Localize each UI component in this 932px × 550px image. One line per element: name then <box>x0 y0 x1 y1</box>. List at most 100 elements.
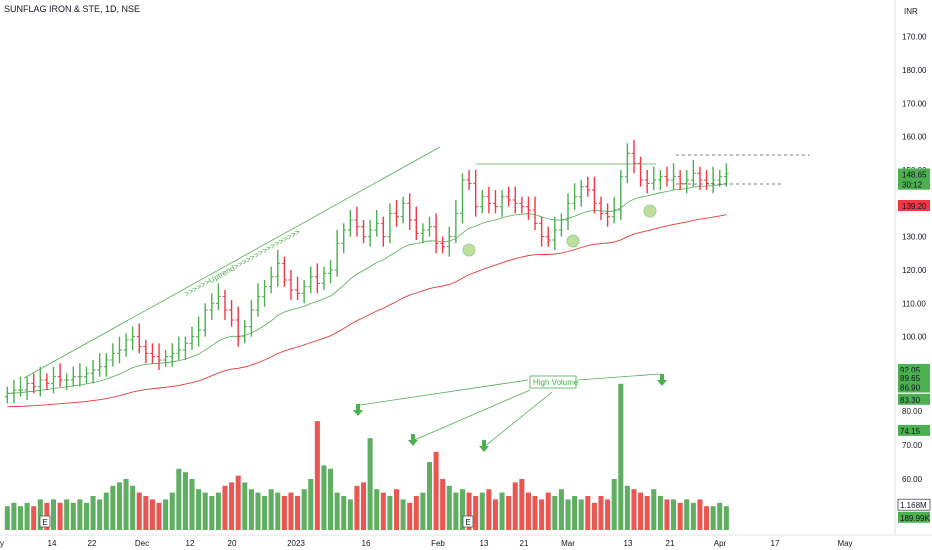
volume-bar <box>202 492 208 530</box>
volume-bar <box>657 496 663 530</box>
volume-bar <box>506 496 512 530</box>
volume-tick-label: 70.00 <box>902 441 923 450</box>
volume-bar <box>235 475 241 530</box>
volume-bar <box>624 485 630 530</box>
volume-spike-arrow-shaft <box>660 374 664 380</box>
volume-bar <box>539 499 545 530</box>
price-tick-label: 170.00 <box>902 99 927 108</box>
volume-bar <box>605 499 611 530</box>
volume-bar <box>196 489 202 530</box>
price-tick-label: 100.00 <box>902 333 927 342</box>
event-marker <box>39 515 51 528</box>
volume-bar <box>90 496 96 530</box>
time-axis-label: 17 <box>771 539 780 548</box>
time-axis-label: Dec <box>135 539 149 548</box>
volume-bar <box>578 499 584 530</box>
time-axis-label: 14 <box>48 539 57 548</box>
price-badge-label: 148.65 <box>902 171 927 180</box>
volume-bar <box>631 489 637 530</box>
time-axis-label: 21 <box>666 539 675 548</box>
volume-bar <box>677 502 683 530</box>
volume-bar <box>268 489 274 530</box>
volume-bar <box>440 479 446 530</box>
volume-bar <box>479 492 485 530</box>
volume-bar <box>163 499 169 530</box>
volume-tick-label: 80.00 <box>902 407 923 416</box>
volume-spike-arrow-head <box>408 440 418 446</box>
volume-bar <box>387 496 393 530</box>
volume-bar <box>572 496 578 530</box>
volume-bar <box>486 489 492 530</box>
time-axis-label: Feb <box>431 539 445 548</box>
event-marker <box>462 515 474 528</box>
volume-bar <box>176 468 182 530</box>
volume-badge <box>898 381 930 393</box>
volume-bar <box>83 502 89 530</box>
volume-badge-label: 189.99K <box>900 514 930 523</box>
volume-bar <box>413 496 419 530</box>
volume-badge-label: 83.30 <box>900 396 921 405</box>
volume-bar <box>209 496 215 530</box>
volume-bar <box>611 479 617 530</box>
volume-bar <box>361 482 367 530</box>
volume-badge <box>898 511 930 523</box>
volume-bar <box>704 506 710 530</box>
volume-bar <box>321 465 327 530</box>
volume-bar <box>182 472 188 530</box>
time-axis-label: 21 <box>520 539 529 548</box>
volume-bar <box>17 506 24 530</box>
volume-bar <box>149 499 155 530</box>
higher-low-marker <box>462 243 476 257</box>
price-tick-label: 180.00 <box>902 66 927 75</box>
volume-bar <box>57 502 63 530</box>
time-axis-label: 13 <box>624 539 633 548</box>
volume-spike-arrow-head <box>479 446 489 452</box>
chart-title: SUNFLAG IRON & STE, 1D, NSE <box>4 4 141 14</box>
volume-bar <box>169 492 175 530</box>
volume-spike-arrow-head <box>353 410 363 416</box>
volume-bar <box>664 499 670 530</box>
volume-bar <box>519 479 525 530</box>
volume-bar <box>24 502 30 530</box>
price-badge <box>898 168 930 180</box>
volume-bar <box>558 489 564 530</box>
volume-bar <box>525 492 531 530</box>
volume-bar <box>308 479 314 530</box>
volume-bar <box>143 496 149 530</box>
time-axis-label: Apr <box>714 539 727 548</box>
volume-bar <box>288 492 294 530</box>
high-volume-arrow <box>359 379 529 406</box>
volume-bar <box>473 496 479 530</box>
volume-bar <box>407 502 413 530</box>
price-tick-label: 120.00 <box>902 266 927 275</box>
volume-badge-label: 92.05 <box>900 366 921 375</box>
volume-bar <box>347 499 353 530</box>
volume-bar <box>374 489 380 530</box>
volume-bar <box>638 492 644 530</box>
volume-spike-arrow-shaft <box>356 404 360 410</box>
volume-bar <box>598 496 604 530</box>
volume-bar <box>11 502 17 530</box>
volume-bar <box>281 496 287 530</box>
volume-bar <box>156 502 162 530</box>
volume-bar <box>697 499 703 530</box>
volume-bar <box>499 492 505 530</box>
volume-bar <box>426 462 433 530</box>
time-axis-label: 13 <box>480 539 489 548</box>
volume-bar <box>50 499 57 530</box>
volume-bar <box>116 482 122 530</box>
price-tick-label: 160.00 <box>902 133 927 142</box>
volume-bar <box>341 496 347 530</box>
event-marker-label: E <box>42 518 47 527</box>
time-axis-label: 2023 <box>287 539 305 548</box>
volume-spike-arrow-head <box>657 380 667 386</box>
higher-low-marker <box>566 234 580 248</box>
volume-bar <box>262 496 268 530</box>
volume-bar <box>242 482 248 530</box>
volume-bar <box>64 499 70 530</box>
volume-bar <box>215 492 221 530</box>
high-volume-label: High Volume <box>533 378 579 387</box>
volume-bar <box>684 499 690 530</box>
volume-bar <box>37 499 43 530</box>
